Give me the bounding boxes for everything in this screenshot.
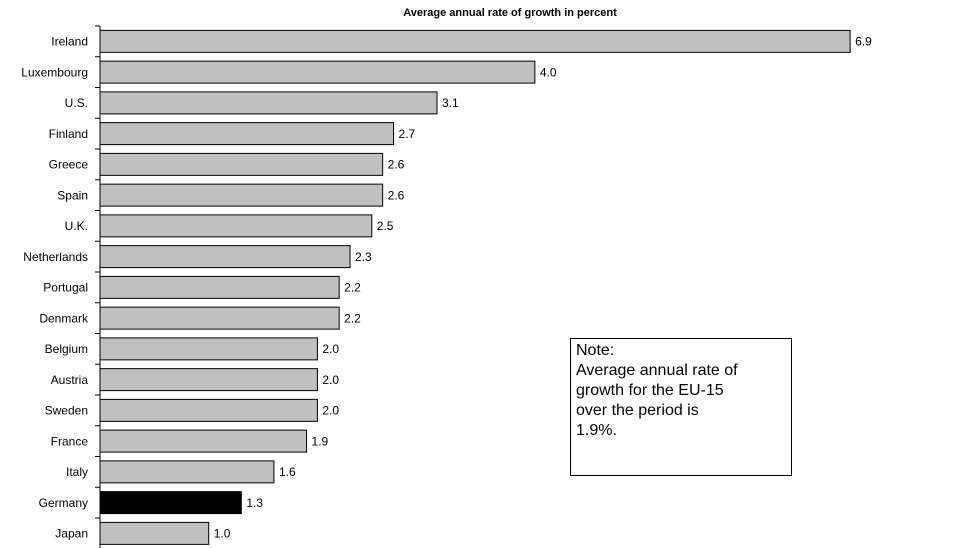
bar bbox=[99, 337, 318, 361]
bar bbox=[99, 183, 384, 207]
chart-title: Average annual rate of growth in percent bbox=[403, 7, 617, 19]
value-label: 2.6 bbox=[388, 158, 405, 172]
category-label: France bbox=[51, 434, 89, 448]
note-line: 1.9%. bbox=[576, 422, 617, 439]
category-label: Luxembourg bbox=[21, 65, 88, 79]
category-label: Netherlands bbox=[23, 250, 88, 264]
category-label: Austria bbox=[51, 373, 89, 387]
value-label: 6.9 bbox=[855, 35, 872, 49]
value-label: 3.1 bbox=[442, 96, 459, 110]
value-label: 2.0 bbox=[322, 373, 339, 387]
bar bbox=[99, 521, 210, 545]
category-label: U.S. bbox=[65, 96, 88, 110]
category-label: Greece bbox=[49, 158, 89, 172]
bar bbox=[99, 368, 318, 392]
value-label: 2.0 bbox=[322, 404, 339, 418]
bar bbox=[99, 460, 275, 484]
value-label: 1.6 bbox=[279, 465, 296, 479]
bar bbox=[99, 429, 308, 453]
note-line: over the period is bbox=[576, 402, 699, 419]
bar bbox=[99, 29, 851, 53]
value-label: 2.7 bbox=[399, 127, 416, 141]
value-label: 2.3 bbox=[355, 250, 372, 264]
category-label: Italy bbox=[66, 465, 88, 479]
value-label: 1.3 bbox=[246, 496, 263, 510]
value-label: 2.2 bbox=[344, 281, 361, 295]
bar bbox=[99, 306, 340, 330]
bar bbox=[99, 60, 536, 84]
value-label: 4.0 bbox=[540, 65, 557, 79]
value-label: 2.0 bbox=[322, 342, 339, 356]
category-label: Sweden bbox=[45, 404, 88, 418]
bar bbox=[99, 275, 340, 299]
category-label: Spain bbox=[57, 188, 88, 202]
category-label: Japan bbox=[55, 527, 88, 541]
category-label: Belgium bbox=[45, 342, 88, 356]
note-line: Average annual rate of bbox=[576, 362, 738, 379]
value-label: 1.9 bbox=[312, 434, 329, 448]
value-label: 2.2 bbox=[344, 311, 361, 325]
bar bbox=[99, 152, 384, 176]
category-label: U.K. bbox=[65, 219, 88, 233]
category-label: Finland bbox=[49, 127, 88, 141]
category-label: Denmark bbox=[39, 311, 89, 325]
category-label: Portugal bbox=[43, 281, 88, 295]
value-label: 1.0 bbox=[214, 527, 231, 541]
bar bbox=[99, 214, 373, 238]
note-title: Note: bbox=[576, 342, 615, 359]
bar bbox=[99, 491, 242, 515]
value-label: 2.5 bbox=[377, 219, 394, 233]
bar bbox=[99, 91, 438, 115]
note-box: Note: Average annual rate of growth for t… bbox=[570, 338, 792, 476]
category-label: Ireland bbox=[51, 35, 88, 49]
bar bbox=[99, 122, 395, 146]
value-label: 2.6 bbox=[388, 188, 405, 202]
bar bbox=[99, 398, 318, 422]
category-label: Germany bbox=[39, 496, 88, 510]
bar bbox=[99, 245, 351, 269]
note-line: growth for the EU-15 bbox=[576, 382, 724, 399]
